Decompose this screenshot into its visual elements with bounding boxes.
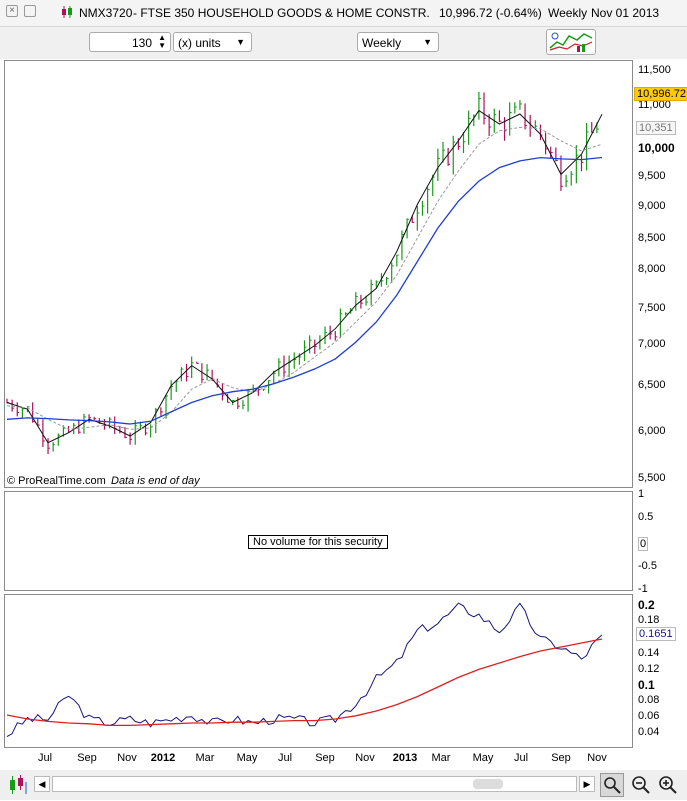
bottom-bar: ◀ ▶ [0, 770, 687, 800]
units-select-value: (x) units [178, 36, 221, 50]
toolbar: 130 ▲ ▼ (x) units ▼ Weekly ▼ [0, 27, 687, 59]
y-tick: 10,000 [638, 141, 675, 155]
y-tick: 8,000 [638, 263, 666, 275]
y-tick: 0.1 [638, 678, 655, 692]
x-tick: May [236, 752, 258, 764]
units-value: 130 [131, 36, 152, 50]
indicator-panel[interactable] [4, 594, 633, 748]
y-tick: 0 [638, 537, 649, 551]
y-tick: 0.2 [638, 598, 655, 612]
period-label: Weekly [548, 6, 588, 20]
last-price-change: 10,996.72 (-0.64%) [439, 6, 542, 20]
period-select[interactable]: Weekly ▼ [357, 32, 439, 52]
zoom-in-icon[interactable] [657, 774, 679, 801]
y-tick: 0.18 [638, 614, 660, 626]
scroll-left-icon[interactable]: ◀ [34, 776, 50, 792]
indicator-value-tag: 0.1651 [636, 627, 676, 641]
units-stepper[interactable]: 130 ▲ ▼ [89, 32, 171, 52]
y-tick: 0.06 [638, 710, 660, 722]
security-name: - FTSE 350 HOUSEHOLD GOODS & HOME CONSTR… [133, 6, 430, 20]
y-tick: 1 [638, 488, 645, 500]
credit-text: © ProRealTime.com [7, 475, 106, 487]
y-tick: 11,500 [638, 64, 671, 76]
ma-slow-line [6, 156, 603, 425]
x-tick: Jul [37, 752, 53, 764]
y-tick: 0.04 [638, 726, 660, 738]
x-tick: Jul [513, 752, 529, 764]
x-tick: May [472, 752, 494, 764]
ma-fast-line [6, 126, 603, 430]
signal-line [6, 638, 603, 727]
x-tick: Nov [355, 752, 375, 764]
chevron-down-icon: ▼ [423, 37, 432, 47]
chevron-down-icon: ▼ [236, 37, 245, 47]
candles-icon[interactable] [8, 774, 30, 801]
last-price-tag: 10,996.72 [634, 87, 687, 101]
close-line [6, 109, 603, 444]
y-tick: 8,500 [638, 232, 666, 244]
indicators-chart-icon [549, 32, 593, 52]
scroll-right-icon[interactable]: ▶ [579, 776, 595, 792]
date-label: Nov 01 2013 [591, 6, 660, 20]
x-tick: Sep [77, 752, 97, 764]
y-tick: 7,500 [638, 302, 666, 314]
close-icon[interactable]: × [6, 5, 18, 17]
x-tick: 2012 [150, 752, 176, 764]
zoom-fit-icon[interactable] [600, 773, 624, 797]
y-tick: 6,000 [638, 425, 666, 437]
volume-y-axis: 1 0.5 0 -0.5 -1 [634, 488, 687, 595]
y-tick: 0.12 [638, 663, 660, 675]
y-tick: -0.5 [638, 560, 657, 572]
x-tick: Sep [315, 752, 335, 764]
no-volume-message: No volume for this security [248, 535, 388, 549]
x-axis: Jul Sep Nov 2012 Mar May Jul Sep Nov 201… [4, 750, 633, 768]
x-tick: Sep [551, 752, 571, 764]
y-tick: 0.08 [638, 694, 660, 706]
x-tick: Mar [431, 752, 451, 764]
data-note: Data is end of day [111, 475, 200, 487]
zoom-out-icon[interactable] [630, 774, 652, 801]
title-bar: × NMX3720 - FTSE 350 HOUSEHOLD GOODS & H… [0, 0, 687, 27]
indicator-line [6, 602, 603, 738]
symbol-code: NMX3720 [79, 6, 133, 20]
y-tick: 9,500 [638, 170, 666, 182]
y-tick: 9,000 [638, 200, 666, 212]
indicators-button[interactable] [546, 29, 596, 55]
price-panel[interactable]: © ProRealTime.com Data is end of day [4, 60, 633, 488]
horizontal-scrollbar[interactable] [52, 776, 577, 792]
price-y-axis: 11,500 11,000 10,000 9,500 9,000 8,500 8… [634, 60, 687, 488]
units-select[interactable]: (x) units ▼ [173, 32, 252, 52]
x-tick: Mar [195, 752, 215, 764]
y-tick: 0.5 [638, 511, 654, 523]
y-tick: 11,000 [638, 99, 671, 111]
price-chart [6, 91, 603, 455]
x-tick: Jul [277, 752, 293, 764]
x-tick: 2013 [392, 752, 418, 764]
stepper-arrows-icon[interactable]: ▲ ▼ [158, 33, 166, 50]
indicator-chart [6, 602, 603, 738]
y-tick: 7,000 [638, 338, 666, 350]
volume-panel[interactable]: No volume for this security [4, 491, 633, 591]
symbol-candle-icon [60, 5, 74, 22]
x-tick: Nov [117, 752, 137, 764]
ma-value-tag: 10,351 [636, 121, 676, 135]
scrollbar-thumb[interactable] [473, 779, 503, 789]
x-tick: Nov [587, 752, 607, 764]
y-tick: 0.14 [638, 647, 660, 659]
y-tick: -1 [638, 583, 648, 595]
indicator-y-axis: 0.2 0.18 0.16 0.14 0.12 0.1 0.08 0.06 0.… [634, 594, 687, 748]
y-tick: 6,500 [638, 379, 666, 391]
period-select-value: Weekly [362, 36, 402, 50]
y-tick: 5,500 [638, 472, 666, 484]
restore-icon[interactable] [24, 5, 36, 17]
